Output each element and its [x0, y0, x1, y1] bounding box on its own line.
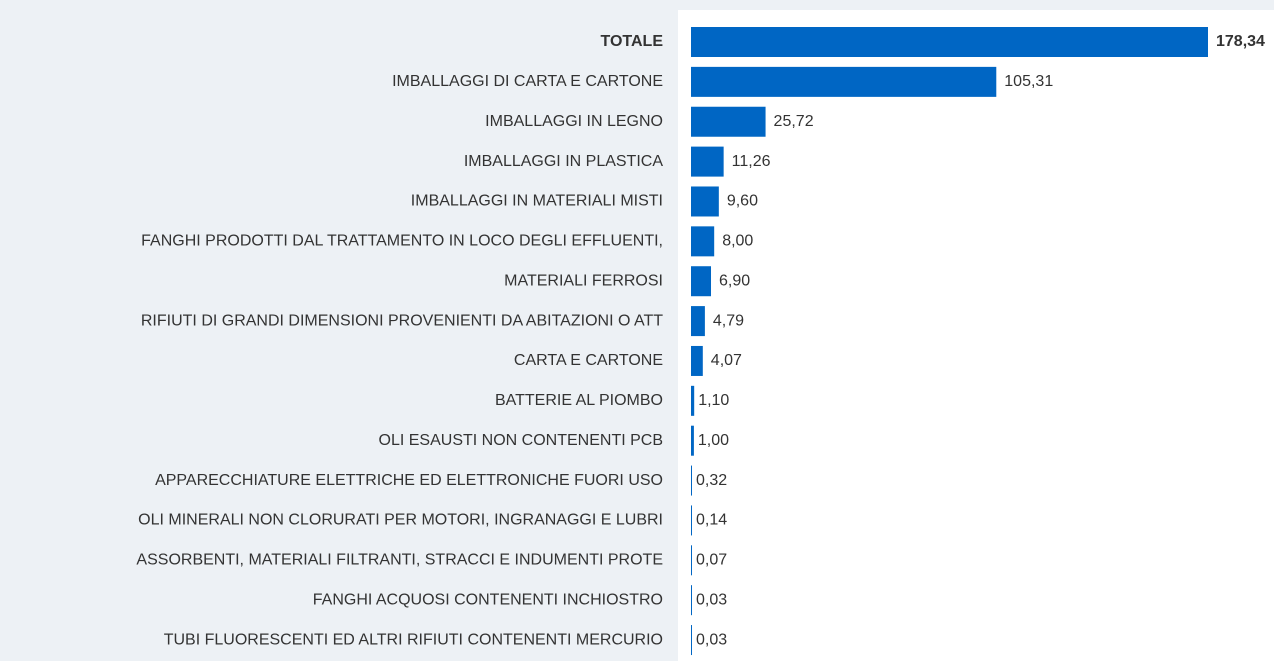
value-label: 1,00 — [698, 432, 729, 449]
value-label: 0,03 — [696, 631, 727, 648]
value-label: 6,90 — [719, 272, 750, 289]
bar — [691, 186, 719, 217]
bar — [691, 505, 692, 536]
category-label: MATERIALI FERROSI — [504, 272, 663, 289]
bar — [691, 385, 695, 416]
plot-panel — [678, 10, 1274, 661]
category-label: IMBALLAGGI IN PLASTICA — [464, 153, 664, 170]
category-label: FANGHI PRODOTTI DAL TRATTAMENTO IN LOCO … — [141, 233, 663, 250]
value-label: 0,07 — [696, 552, 727, 569]
category-label: BATTERIE AL PIOMBO — [495, 392, 663, 409]
category-label: IMBALLAGGI IN MATERIALI MISTI — [411, 193, 663, 210]
bar — [691, 226, 715, 257]
value-label: 4,79 — [713, 312, 744, 329]
value-label: 4,07 — [711, 352, 742, 369]
bar — [691, 106, 766, 137]
bar — [691, 27, 1208, 57]
bar — [691, 306, 705, 337]
value-label: 0,14 — [696, 512, 727, 529]
category-label: TOTALE — [600, 33, 663, 50]
value-label: 0,03 — [696, 591, 727, 608]
category-label: APPARECCHIATURE ELETTRICHE ED ELETTRONIC… — [155, 472, 663, 489]
category-label: RIFIUTI DI GRANDI DIMENSIONI PROVENIENTI… — [141, 312, 663, 329]
bar — [691, 266, 712, 297]
category-label: ASSORBENTI, MATERIALI FILTRANTI, STRACCI… — [136, 552, 663, 569]
category-label: IMBALLAGGI IN LEGNO — [485, 113, 663, 130]
value-label: 11,26 — [732, 153, 771, 170]
category-label: CARTA E CARTONE — [514, 352, 663, 369]
bar — [691, 625, 692, 656]
value-label: 25,72 — [774, 113, 814, 130]
bar — [691, 425, 694, 456]
category-label: FANGHI ACQUOSI CONTENENTI INCHIOSTRO — [313, 591, 663, 608]
bar — [691, 465, 692, 496]
category-label: OLI ESAUSTI NON CONTENENTI PCB — [379, 432, 663, 449]
value-label: 0,32 — [696, 472, 727, 489]
bar — [691, 146, 724, 177]
category-label: IMBALLAGGI DI CARTA E CARTONE — [392, 73, 663, 90]
category-label: TUBI FLUORESCENTI ED ALTRI RIFIUTI CONTE… — [164, 631, 663, 648]
value-label: 9,60 — [727, 193, 758, 210]
labels: TOTALE IMBALLAGGI DI CARTA E CARTONE IMBAL… — [136, 33, 663, 648]
value-label: 8,00 — [722, 233, 753, 250]
bar — [691, 66, 997, 97]
value-label: 105,31 — [1004, 73, 1053, 90]
bar — [691, 345, 703, 376]
value-label: 1,10 — [698, 392, 729, 409]
value-label: 178,34 — [1216, 33, 1265, 50]
category-label: OLI MINERALI NON CLORURATI PER MOTORI, I… — [138, 512, 663, 529]
bar — [691, 545, 692, 576]
bar — [691, 585, 692, 616]
